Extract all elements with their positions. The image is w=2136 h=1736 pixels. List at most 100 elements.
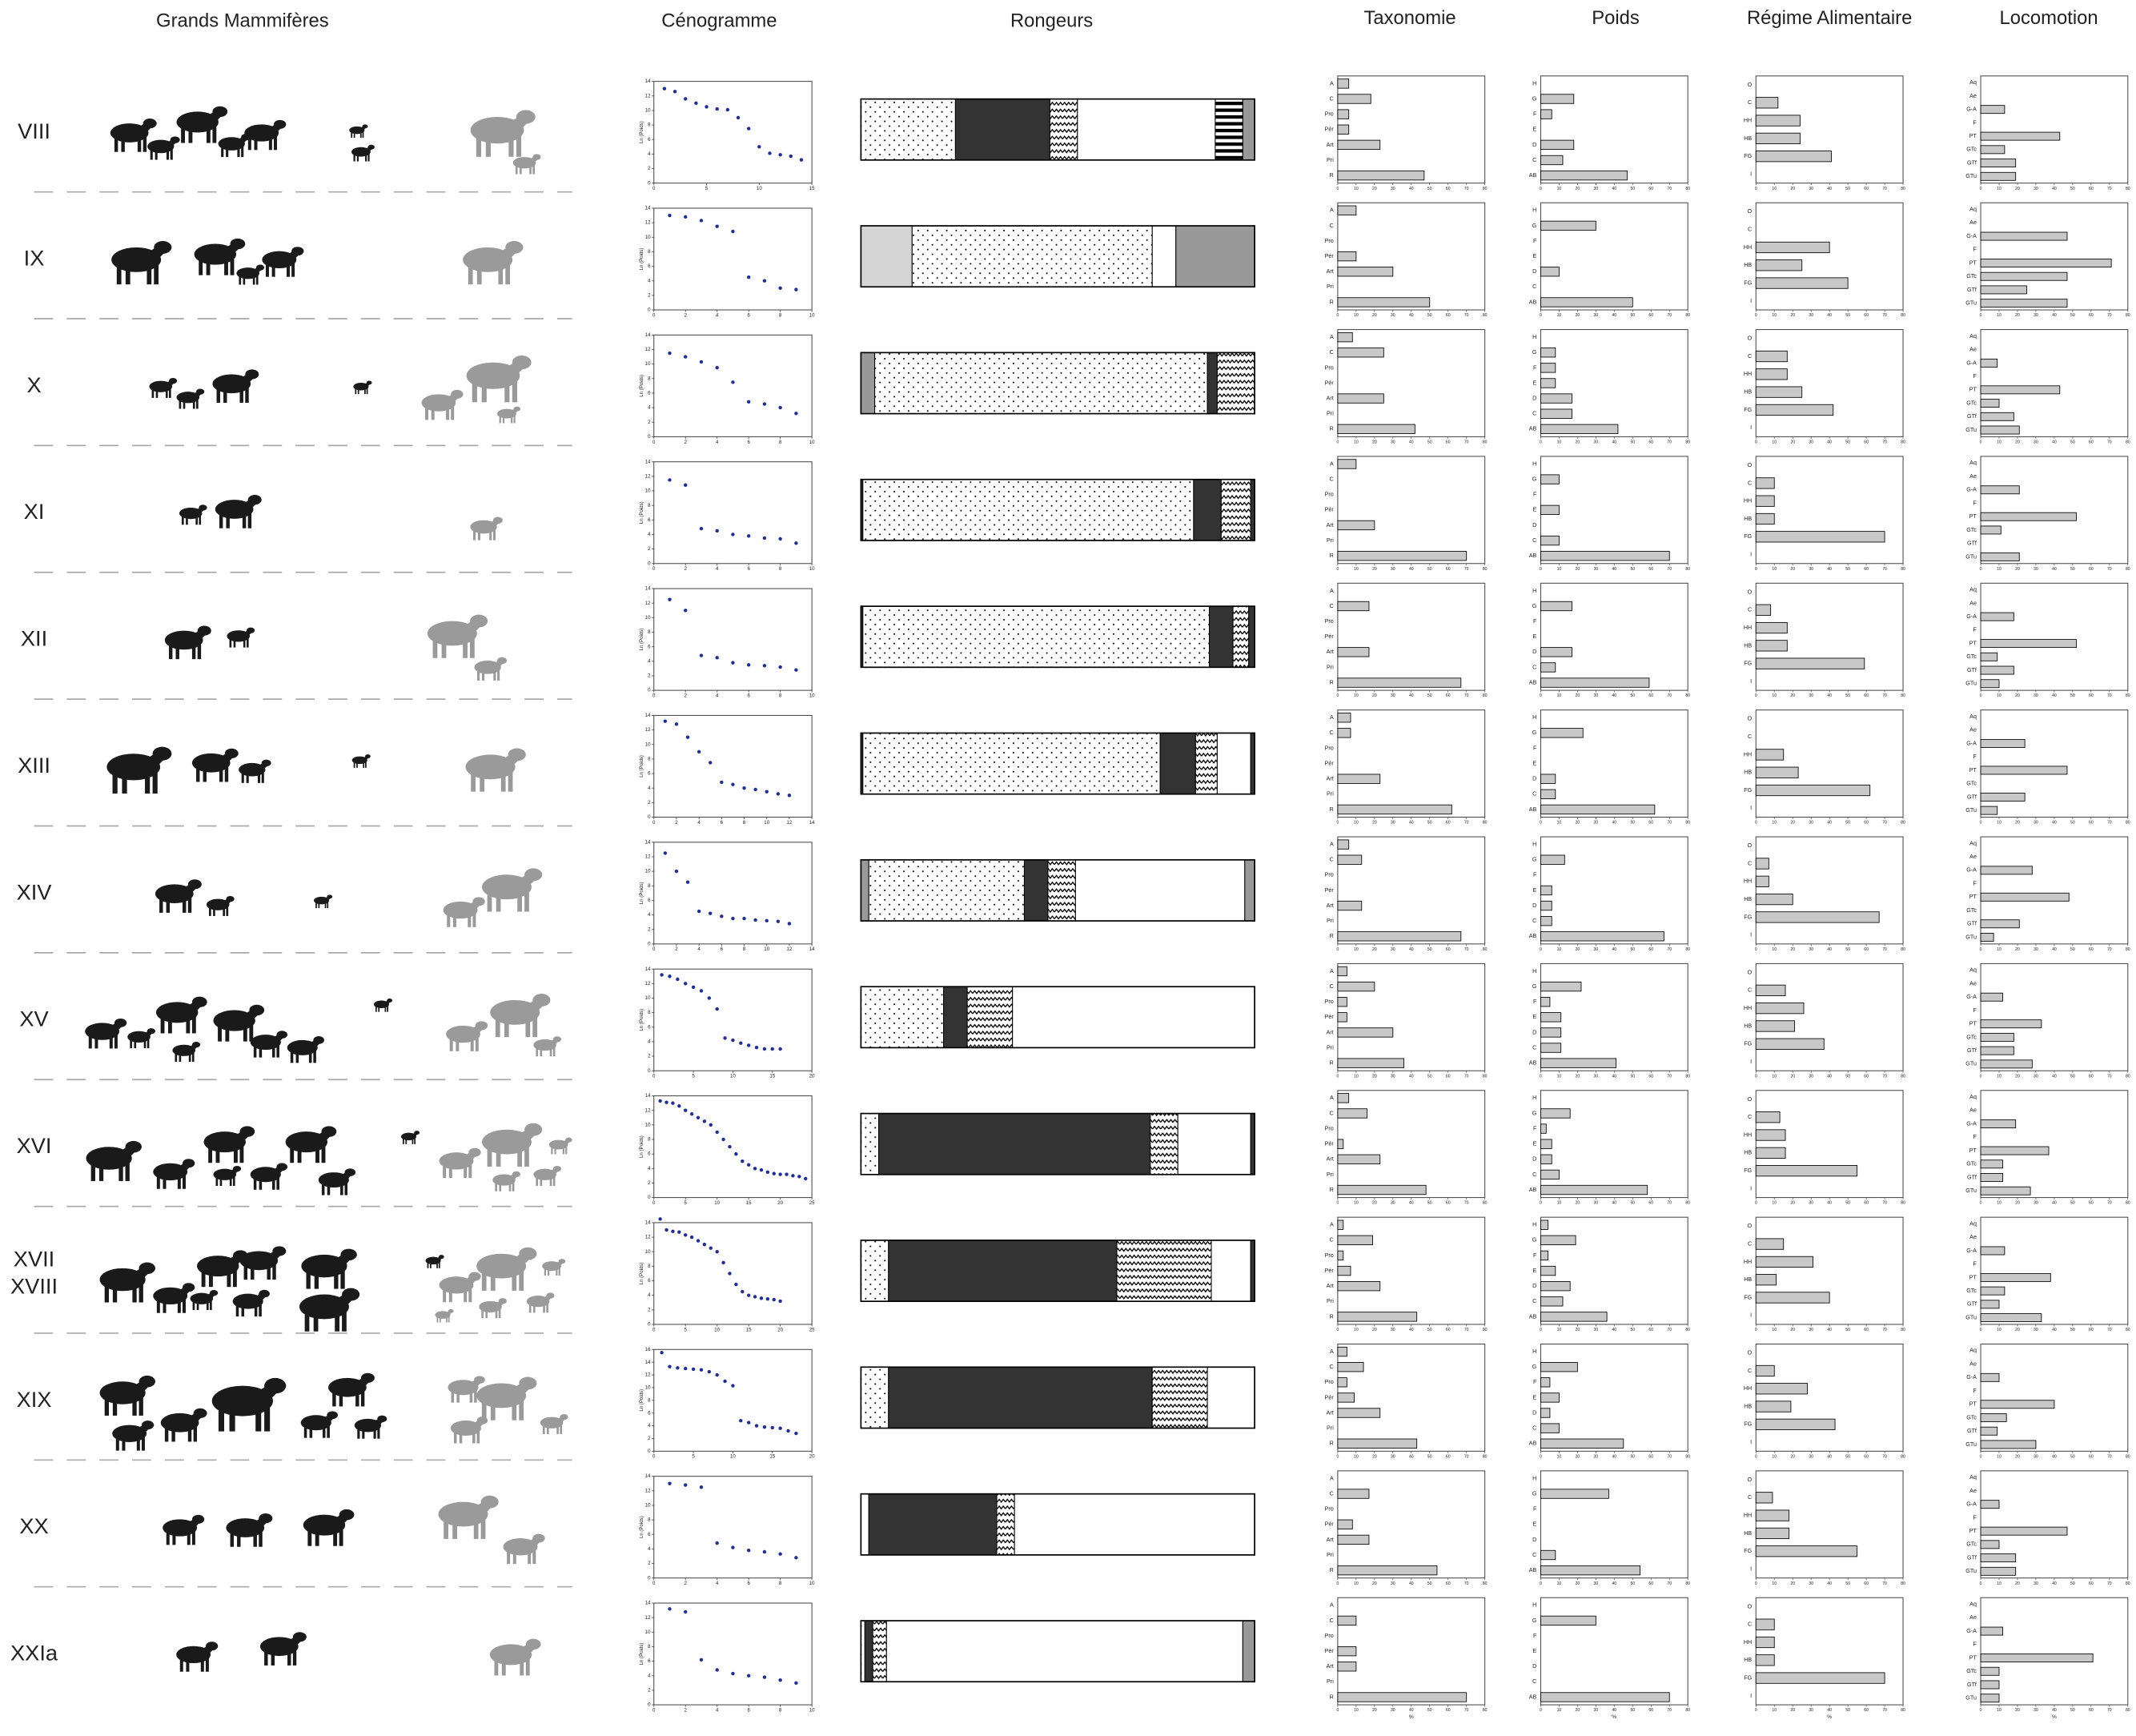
animal-leg [517, 892, 522, 912]
animal-leg [253, 1045, 257, 1058]
y-axis-label: Ln (Poids) [639, 121, 644, 143]
category-label: Ae [1969, 219, 1977, 226]
animal-leg [505, 264, 511, 285]
cenogram-point [697, 749, 701, 754]
x-tick-label: 80 [1483, 313, 1488, 318]
x-tick-label: 10 [1354, 567, 1359, 572]
x-tick-label: 70 [1667, 821, 1672, 826]
animal-leg [315, 1146, 319, 1163]
y-tick-label: 10 [645, 615, 651, 621]
bar [1337, 1281, 1381, 1292]
rodent-segment [860, 1240, 889, 1302]
x-tick-label: 70 [1464, 1708, 1469, 1713]
animal-leg [556, 1268, 558, 1276]
category-label: Pri [1327, 664, 1334, 670]
cenogram-point [759, 1296, 764, 1300]
animal-silhouette [400, 1131, 420, 1144]
bar [1980, 271, 2068, 281]
animal-leg [132, 1397, 137, 1416]
animal-leg [309, 1425, 313, 1438]
category-label: Aq [1969, 1220, 1977, 1227]
category-label: GTc [1966, 527, 1977, 533]
category-label: Pro [1325, 111, 1334, 118]
animal-leg [446, 406, 450, 420]
category-label: G [1532, 1237, 1537, 1244]
animal-leg [377, 1428, 380, 1439]
x-tick-label: 70 [1667, 187, 1672, 191]
x-tick-label: 20 [2015, 1454, 2020, 1459]
animal-silhouette [213, 1166, 242, 1187]
bar [1755, 512, 1775, 525]
category-label: AB [1529, 1313, 1537, 1320]
y-axis-label: Ln (Poids) [639, 1516, 644, 1538]
column-header: Régime Alimentaire [1747, 7, 1912, 29]
x-tick-label: 40 [1612, 821, 1616, 826]
x-tick-label: 50 [2070, 1454, 2075, 1459]
bar [1755, 749, 1785, 761]
animal-silhouette [213, 1004, 265, 1042]
category-label: Art [1327, 1283, 1334, 1289]
plot-frame [1755, 1090, 1904, 1199]
x-tick-label: 30 [2034, 313, 2038, 318]
animal-leg [402, 1138, 404, 1144]
y-tick-label: 8 [648, 757, 651, 762]
x-tick-label: 60 [1648, 313, 1653, 318]
animal-neck [504, 750, 519, 771]
animal-leg [362, 1428, 365, 1439]
bar [1337, 966, 1347, 977]
x-tick-label: 0 [1540, 567, 1542, 572]
x-tick-label: 10 [1557, 440, 1562, 445]
animal-leg [451, 1390, 455, 1403]
category-label: AB [1529, 806, 1537, 813]
x-tick-label: 80 [2126, 440, 2130, 445]
plot-frame [1980, 1343, 2129, 1452]
animal-neck [363, 755, 369, 762]
category-label: Art [1327, 1029, 1334, 1035]
animal-leg [166, 149, 170, 160]
x-tick-label: 10 [764, 946, 769, 952]
category-label: O [1748, 1603, 1753, 1609]
y-tick-label: 6 [648, 1024, 651, 1030]
animal-leg [203, 766, 207, 782]
animal-leg [565, 1147, 568, 1155]
x-tick-label: 20 [1576, 187, 1580, 191]
x-tick-label: 2 [685, 566, 688, 572]
bar [1980, 1566, 2017, 1576]
animal-neck [203, 1643, 214, 1658]
y-tick-label: 2 [648, 166, 651, 171]
animal-silhouette [351, 144, 375, 162]
bar [1755, 495, 1775, 507]
animal-leg [536, 1176, 539, 1187]
animal-leg [259, 1177, 263, 1190]
x-tick-label: 80 [1901, 1074, 1905, 1079]
animal-silhouette [328, 1372, 375, 1407]
x-tick-label: 10 [1772, 947, 1777, 952]
animal-leg [474, 1390, 477, 1403]
animal-silhouette [176, 106, 228, 143]
cenogram-point [702, 1242, 707, 1247]
category-label: G [1532, 857, 1537, 863]
animal-leg [517, 1147, 522, 1167]
cenogram-point [741, 1159, 745, 1163]
animal-leg [425, 406, 429, 420]
bar [1540, 474, 1560, 484]
plot-frame [653, 207, 813, 311]
x-tick-label: 0 [1336, 693, 1339, 698]
animal-silhouette [465, 748, 526, 792]
bar [1337, 1565, 1438, 1576]
bar [1755, 368, 1788, 380]
y-axis-label: Ln (Poids) [639, 1389, 644, 1412]
x-tick-label: 10 [1997, 1328, 2001, 1332]
animal-neck [337, 1251, 351, 1270]
category-label: E [1533, 1648, 1537, 1654]
category-label: Art [1327, 1156, 1334, 1163]
x-tick-label: 50 [1630, 1708, 1635, 1713]
category-label: R [1330, 1187, 1334, 1193]
animal-leg [171, 1426, 175, 1442]
x-tick-label: 40 [1827, 313, 1832, 318]
y-axis-label: Ln (Poids) [639, 882, 644, 904]
category-label: FG [1744, 153, 1752, 159]
animal-silhouette [427, 614, 488, 658]
x-tick-label: 14 [809, 946, 815, 952]
animal-leg [259, 1045, 263, 1058]
